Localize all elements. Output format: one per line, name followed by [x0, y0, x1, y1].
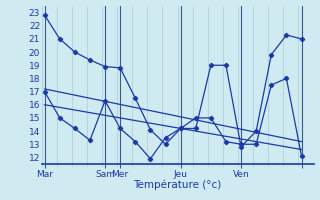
- X-axis label: Température (°c): Température (°c): [133, 180, 222, 190]
